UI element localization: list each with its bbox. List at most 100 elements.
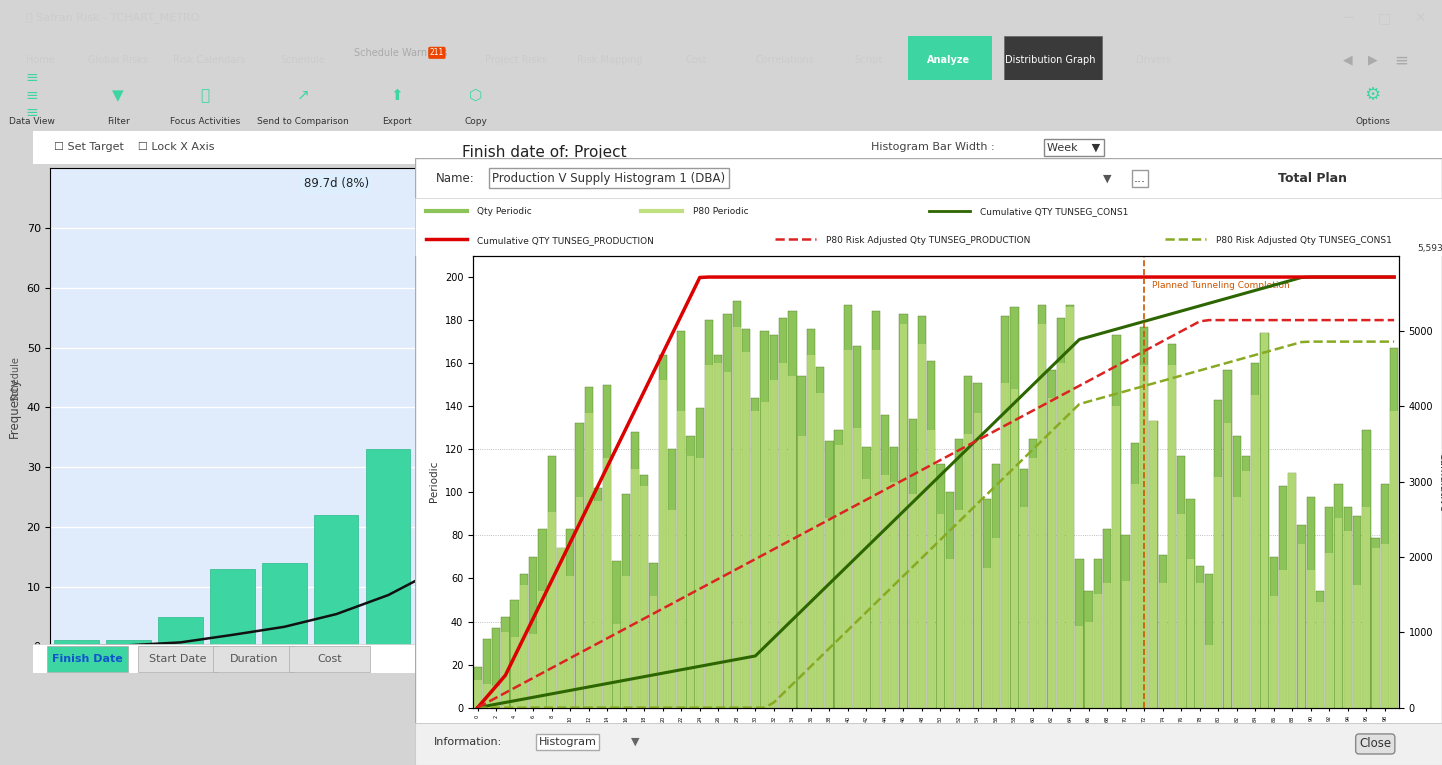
Bar: [626, 228, 671, 646]
Bar: [1158, 555, 1167, 708]
Bar: [1103, 583, 1110, 708]
Bar: [927, 430, 936, 708]
Y-axis label: Frequency: Frequency: [9, 377, 22, 438]
Bar: [1252, 363, 1259, 708]
Bar: [1149, 422, 1158, 708]
Bar: [613, 623, 620, 708]
Text: ✕: ✕: [1422, 132, 1432, 145]
Bar: [1363, 430, 1370, 708]
Bar: [1103, 529, 1112, 708]
Bar: [1141, 327, 1148, 708]
Bar: [789, 376, 796, 708]
Text: 01-Sept-21: 01-Sept-21: [1361, 266, 1422, 276]
Text: Week    ▼: Week ▼: [1047, 142, 1100, 152]
Text: Copy: Copy: [464, 116, 487, 125]
Bar: [1047, 569, 1442, 635]
Text: 211: 211: [430, 48, 444, 57]
Bar: [55, 640, 98, 646]
Text: ✕: ✕: [1415, 11, 1426, 25]
Bar: [557, 549, 565, 708]
Text: Qty Periodic: Qty Periodic: [477, 207, 532, 216]
Bar: [1214, 477, 1223, 708]
Bar: [1187, 499, 1194, 708]
Text: ↗: ↗: [297, 88, 309, 103]
Text: Schedule Warnings: Schedule Warnings: [355, 48, 447, 58]
Bar: [724, 372, 731, 708]
Bar: [613, 562, 620, 708]
Text: ⬡: ⬡: [469, 88, 483, 103]
Text: Focus Activities: Focus Activities: [170, 116, 239, 125]
Text: Schedule: Schedule: [12, 356, 20, 401]
Bar: [797, 436, 806, 708]
Bar: [548, 456, 555, 708]
Bar: [797, 376, 806, 708]
Bar: [900, 324, 907, 708]
Bar: [1242, 456, 1250, 708]
Bar: [965, 435, 972, 708]
Bar: [779, 318, 787, 708]
Bar: [519, 575, 528, 708]
Bar: [983, 568, 991, 708]
Text: Information:: Information:: [434, 737, 502, 747]
Text: 30-Nov-21: 30-Nov-21: [1364, 399, 1422, 409]
Bar: [1260, 333, 1269, 708]
Text: Analyze: Analyze: [927, 55, 970, 65]
Bar: [418, 366, 463, 646]
Bar: [733, 301, 741, 708]
Bar: [872, 350, 880, 708]
Bar: [1112, 335, 1120, 708]
Bar: [761, 402, 769, 708]
Text: Name:: Name:: [435, 172, 474, 184]
Bar: [881, 475, 888, 708]
Bar: [743, 329, 750, 708]
Bar: [1344, 531, 1351, 708]
Text: Information: Information: [1079, 185, 1167, 198]
Bar: [714, 354, 722, 708]
Bar: [1168, 366, 1175, 708]
Bar: [623, 168, 831, 646]
Bar: [1317, 591, 1324, 708]
Bar: [871, 311, 880, 708]
Text: 90% 14-Feb-22: 90% 14-Feb-22: [1028, 244, 1106, 254]
Bar: [314, 515, 359, 646]
Bar: [529, 557, 538, 708]
Bar: [1288, 473, 1296, 708]
Bar: [594, 501, 601, 708]
Bar: [779, 363, 787, 708]
Bar: [1047, 437, 1442, 503]
Bar: [1269, 557, 1278, 708]
Bar: [473, 667, 482, 708]
Bar: [862, 480, 871, 708]
Bar: [510, 600, 519, 708]
Bar: [1206, 575, 1213, 708]
Bar: [1066, 305, 1074, 708]
Text: Cumulative QTY TUNSEG_PRODUCTION: Cumulative QTY TUNSEG_PRODUCTION: [477, 236, 653, 245]
Text: Filter: Filter: [107, 116, 130, 125]
Bar: [1112, 406, 1120, 708]
Text: Drivers: Drivers: [1136, 55, 1171, 65]
Bar: [668, 509, 676, 708]
Bar: [825, 441, 833, 708]
Bar: [1344, 507, 1353, 708]
Bar: [733, 327, 741, 708]
Bar: [862, 447, 871, 708]
Text: Finish Date: Finish Date: [52, 653, 123, 664]
Bar: [1206, 645, 1213, 708]
Bar: [1131, 483, 1139, 708]
Bar: [917, 316, 926, 708]
Bar: [502, 632, 509, 708]
Bar: [1048, 398, 1056, 708]
Bar: [1001, 316, 1009, 708]
Text: ▼: ▼: [1103, 173, 1112, 184]
Bar: [806, 329, 815, 708]
Bar: [1011, 308, 1018, 708]
Text: 100% 11-May-22: 100% 11-May-22: [1028, 196, 1116, 207]
Text: ...: ...: [1133, 172, 1146, 184]
Bar: [789, 311, 796, 708]
Bar: [574, 312, 619, 646]
Bar: [1390, 348, 1399, 708]
Text: Project Risks: Project Risks: [485, 55, 548, 65]
Bar: [686, 436, 695, 708]
Bar: [1131, 443, 1139, 708]
Bar: [630, 432, 639, 708]
